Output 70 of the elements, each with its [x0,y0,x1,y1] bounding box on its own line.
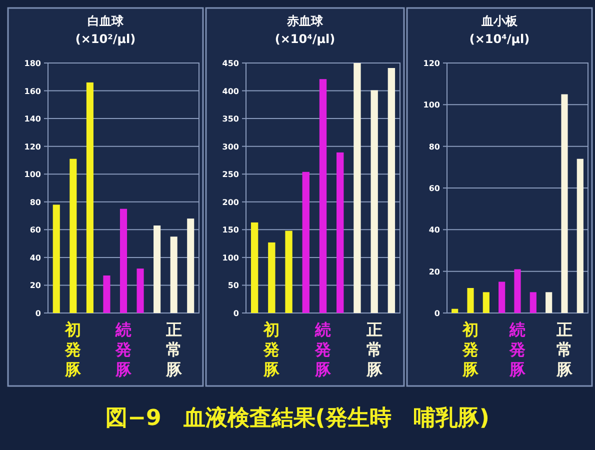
x-tick-label: 初発豚 [262,320,281,379]
bar [514,269,521,313]
y-tick-label: 60 [30,226,42,235]
bar [370,90,378,313]
y-tick-label: 100 [222,253,240,262]
chart-subtitle: (×10⁴/μl) [469,32,530,46]
y-tick-label: 40 [30,253,42,262]
bar [319,79,327,313]
bar [52,204,60,313]
y-tick-label: 250 [222,170,240,180]
chart-title: 白血球 [88,14,124,28]
y-tick-label: 120 [423,59,440,68]
x-tick-label: 初発豚 [64,320,82,379]
y-tick-label: 450 [222,59,240,68]
bar [452,308,458,313]
bar [546,292,552,313]
x-tick-label: 続発豚 [114,320,132,379]
y-tick-label: 100 [423,100,440,110]
y-tick-label: 350 [222,114,240,124]
bar [70,158,77,313]
bar [482,292,490,313]
bar [170,236,178,313]
x-tick-label: 正常豚 [164,320,183,379]
x-tick-label: 初発豚 [462,320,480,379]
bar [86,82,94,313]
chart-subtitle: (×10⁴/μl) [274,32,336,46]
chart-subtitle: (×10²/μl) [75,32,136,46]
x-tick-label: 続発豚 [508,320,526,379]
bar [103,276,110,313]
bar [388,68,396,313]
bar [530,292,536,313]
bar [268,242,276,313]
bar [250,222,258,313]
x-tick-label: 正常豚 [365,320,384,379]
y-tick-label: 40 [428,226,440,235]
bar [154,226,161,313]
y-tick-label: 0 [233,309,240,318]
y-tick-label: 200 [222,198,240,207]
bar [285,230,292,313]
bar [336,152,344,313]
bar [576,158,584,313]
bar [136,268,144,313]
x-tick-label: 正常豚 [556,320,574,379]
bar [498,282,506,313]
chart-title: 血小板 [480,14,518,28]
y-tick-label: 20 [428,267,440,276]
y-tick-label: 300 [222,142,240,152]
bar [561,94,568,313]
y-tick-label: 100 [24,170,42,180]
y-tick-label: 0 [35,309,42,318]
bar [187,218,194,313]
y-tick-label: 180 [24,59,42,68]
y-tick-label: 120 [24,142,42,152]
bar [467,288,474,313]
y-tick-label: 20 [30,281,42,290]
bar [302,172,310,313]
y-tick-label: 140 [24,114,42,124]
y-tick-label: 80 [428,142,440,152]
y-tick-label: 160 [24,86,42,96]
y-tick-label: 60 [428,184,440,193]
y-tick-label: 80 [30,198,42,207]
y-tick-label: 50 [228,281,240,290]
x-tick-label: 続発豚 [314,320,332,379]
bar [120,208,128,313]
y-tick-label: 400 [222,86,240,96]
bar [354,63,361,313]
y-tick-label: 150 [222,226,240,235]
chart-title: 赤血球 [286,14,324,28]
text: 図−9 血液検査結果(発生時 哺乳豚) [106,405,490,431]
y-tick-label: 0 [434,309,440,318]
